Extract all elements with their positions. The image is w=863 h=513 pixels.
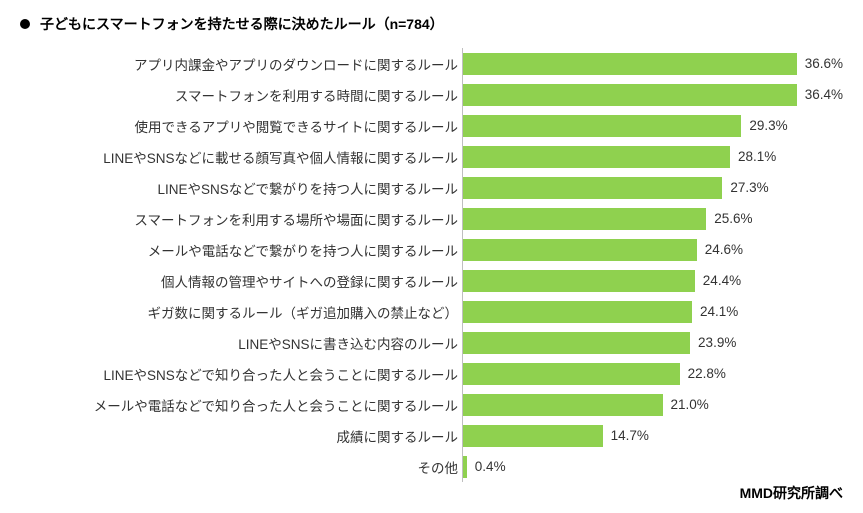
- chart-row: ギガ数に関するルール（ギガ追加購入の禁止など） 24.1%: [20, 296, 843, 327]
- bar-value: 27.3%: [730, 180, 768, 195]
- chart-row: スマートフォンを利用する場所や場面に関するルール 25.6%: [20, 203, 843, 234]
- bar-area: 28.1%: [462, 141, 843, 172]
- bar-value: 0.4%: [475, 459, 506, 474]
- bar-label: アプリ内課金やアプリのダウンロードに関するルール: [20, 54, 462, 74]
- bar-area: 29.3%: [462, 110, 843, 141]
- bar: [463, 456, 467, 478]
- chart-row: 成績に関するルール 14.7%: [20, 420, 843, 451]
- bar-value: 36.4%: [805, 87, 843, 102]
- bar-label: LINEやSNSに書き込む内容のルール: [20, 333, 462, 353]
- chart-title-text: 子どもにスマートフォンを持たせる際に決めたルール（n=784）: [40, 14, 444, 34]
- chart-row: LINEやSNSなどに載せる顔写真や個人情報に関するルール 28.1%: [20, 141, 843, 172]
- bar-chart: アプリ内課金やアプリのダウンロードに関するルール 36.6% スマートフォンを利用す…: [20, 48, 843, 482]
- bar: [463, 301, 692, 323]
- bar-area: 24.1%: [462, 296, 843, 327]
- bar-label: メールや電話などで繋がりを持つ人に関するルール: [20, 240, 462, 260]
- chart-row: LINEやSNSなどで知り合った人と会うことに関するルール 22.8%: [20, 358, 843, 389]
- bar-value: 22.8%: [688, 366, 726, 381]
- bar-label: その他: [20, 457, 462, 477]
- bar: [463, 239, 697, 261]
- bar-label: スマートフォンを利用する場所や場面に関するルール: [20, 209, 462, 229]
- bar-label: 成績に関するルール: [20, 426, 462, 446]
- bar-area: 27.3%: [462, 172, 843, 203]
- bar-area: 22.8%: [462, 358, 843, 389]
- bar: [463, 332, 690, 354]
- bar: [463, 270, 695, 292]
- bar-area: 25.6%: [462, 203, 843, 234]
- bar-area: 14.7%: [462, 420, 843, 451]
- chart-row: メールや電話などで繋がりを持つ人に関するルール 24.6%: [20, 234, 843, 265]
- chart-row: その他 0.4%: [20, 451, 843, 482]
- chart-row: メールや電話などで知り合った人と会うことに関するルール 21.0%: [20, 389, 843, 420]
- bar-label: メールや電話などで知り合った人と会うことに関するルール: [20, 395, 462, 415]
- bar: [463, 363, 680, 385]
- bar-value: 28.1%: [738, 149, 776, 164]
- bar-label: スマートフォンを利用する時間に関するルール: [20, 85, 462, 105]
- bar-area: 23.9%: [462, 327, 843, 358]
- bar: [463, 84, 797, 106]
- bar-value: 24.6%: [705, 242, 743, 257]
- bar-value: 25.6%: [714, 211, 752, 226]
- bar-value: 14.7%: [611, 428, 649, 443]
- chart-row: LINEやSNSなどで繋がりを持つ人に関するルール 27.3%: [20, 172, 843, 203]
- bar: [463, 394, 663, 416]
- bar-value: 36.6%: [805, 56, 843, 71]
- bar-label: 個人情報の管理やサイトへの登録に関するルール: [20, 271, 462, 291]
- bar-area: 21.0%: [462, 389, 843, 420]
- chart-row: アプリ内課金やアプリのダウンロードに関するルール 36.6%: [20, 48, 843, 79]
- chart-row: スマートフォンを利用する時間に関するルール 36.4%: [20, 79, 843, 110]
- bullet-icon: [20, 19, 30, 29]
- bar-label: LINEやSNSなどで繋がりを持つ人に関するルール: [20, 178, 462, 198]
- chart-title: 子どもにスマートフォンを持たせる際に決めたルール（n=784）: [20, 14, 843, 34]
- bar-value: 29.3%: [749, 118, 787, 133]
- bar: [463, 425, 603, 447]
- bar-value: 24.1%: [700, 304, 738, 319]
- bar-label: ギガ数に関するルール（ギガ追加購入の禁止など）: [20, 302, 462, 322]
- bar: [463, 208, 706, 230]
- bar-area: 36.4%: [462, 79, 843, 110]
- source-credit: MMD研究所調べ: [740, 483, 843, 503]
- bar-area: 24.4%: [462, 265, 843, 296]
- bar-label: LINEやSNSなどで知り合った人と会うことに関するルール: [20, 364, 462, 384]
- bar: [463, 177, 722, 199]
- bar: [463, 146, 730, 168]
- bar-label: 使用できるアプリや閲覧できるサイトに関するルール: [20, 116, 462, 136]
- chart-row: LINEやSNSに書き込む内容のルール 23.9%: [20, 327, 843, 358]
- bar-label: LINEやSNSなどに載せる顔写真や個人情報に関するルール: [20, 147, 462, 167]
- bar: [463, 115, 741, 137]
- bar-value: 24.4%: [703, 273, 741, 288]
- bar: [463, 53, 797, 75]
- chart-row: 個人情報の管理やサイトへの登録に関するルール 24.4%: [20, 265, 843, 296]
- bar-area: 24.6%: [462, 234, 843, 265]
- bar-value: 21.0%: [671, 397, 709, 412]
- bar-area: 36.6%: [462, 48, 843, 79]
- chart-row: 使用できるアプリや閲覧できるサイトに関するルール 29.3%: [20, 110, 843, 141]
- bar-area: 0.4%: [462, 451, 843, 482]
- bar-value: 23.9%: [698, 335, 736, 350]
